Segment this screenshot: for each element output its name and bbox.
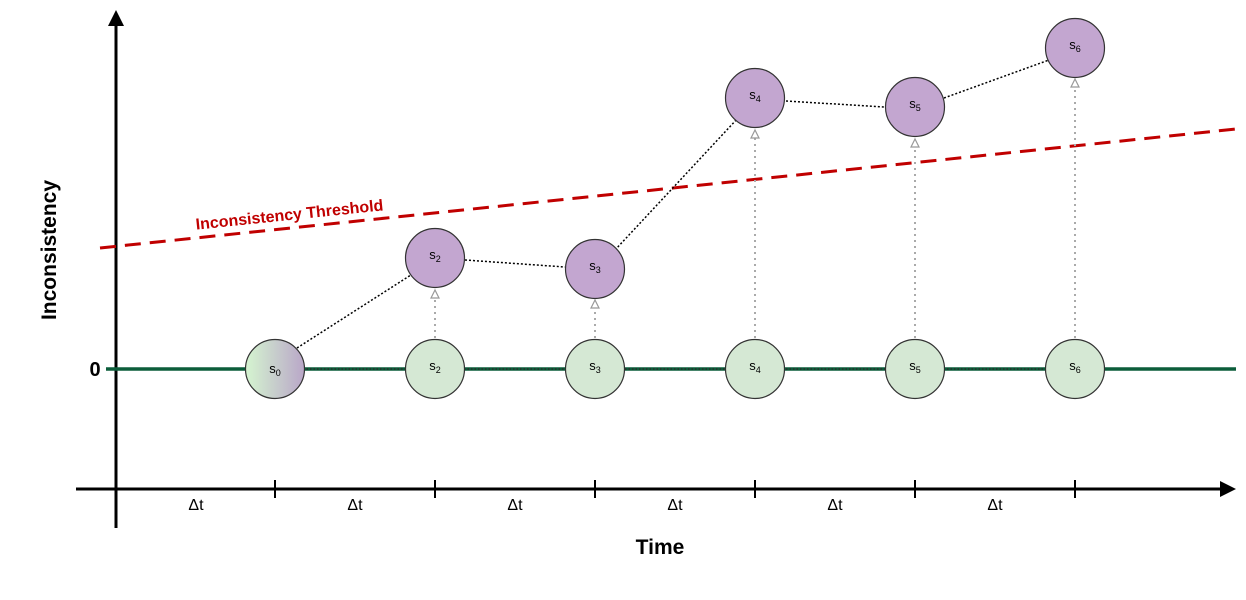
node-subscript: 0 (276, 368, 281, 378)
lift-arrowheads (430, 77, 1080, 309)
node-label: s (909, 96, 916, 111)
node-label: s (749, 358, 756, 373)
node-label: s (589, 258, 596, 273)
interval-label: Δt (987, 497, 1003, 514)
node-label: s (429, 358, 436, 373)
connector-s3-s4 (614, 117, 739, 251)
upper-nodes: s2 s3 s4 s5 s6 (404, 17, 1106, 300)
upper-node-s3: s3 (564, 238, 626, 300)
x-axis-title: Time (636, 536, 685, 559)
svg-text:s2: s2 (429, 247, 441, 264)
node-label: s (909, 358, 916, 373)
node-subscript: 3 (596, 265, 601, 275)
interval-labels: Δt Δt Δt Δt Δt Δt (188, 497, 1003, 514)
svg-text:s4: s4 (749, 87, 761, 104)
node-subscript: 5 (916, 365, 921, 375)
interval-label: Δt (827, 497, 843, 514)
svg-text:s5: s5 (909, 358, 921, 375)
svg-text:s6: s6 (1069, 358, 1081, 375)
svg-text:s0: s0 (269, 361, 281, 378)
interval-label: Δt (188, 497, 204, 514)
arrowhead (750, 128, 760, 139)
node-subscript: 6 (1076, 44, 1081, 54)
y-axis-title: Inconsistency (38, 180, 61, 320)
node-subscript: 2 (436, 254, 441, 264)
arrowhead (1070, 77, 1080, 88)
node-label: s (1069, 37, 1076, 52)
upper-node-s5: s5 (884, 76, 946, 138)
arrowhead (590, 298, 600, 309)
baseline-nodes: s0 s2 s3 s4 s5 s6 (244, 338, 1106, 400)
node-subscript: 6 (1076, 365, 1081, 375)
baseline-node-s2: s2 (404, 338, 466, 400)
upper-node-s2: s2 (404, 227, 466, 289)
node-subscript: 2 (436, 365, 441, 375)
connector-s4-s5 (785, 100, 885, 108)
node-subscript: 5 (916, 103, 921, 113)
baseline-node-s5: s5 (884, 338, 946, 400)
node-subscript: 4 (756, 94, 761, 104)
svg-text:s3: s3 (589, 358, 601, 375)
lift-arrows (434, 85, 1076, 338)
node-label: s (749, 87, 756, 102)
baseline-node-s3: s3 (564, 338, 626, 400)
connector-s2-s3 (464, 259, 566, 268)
node-subscript: 4 (756, 365, 761, 375)
node-label: s (269, 361, 276, 376)
svg-text:s5: s5 (909, 96, 921, 113)
svg-text:s3: s3 (589, 258, 601, 275)
svg-text:s4: s4 (749, 358, 761, 375)
arrowhead (910, 137, 920, 148)
zero-label: 0 (89, 359, 100, 381)
connector-s0-s2 (296, 272, 415, 349)
arrowhead (430, 288, 440, 299)
x-axis-ticks (274, 480, 1076, 498)
node-label: s (1069, 358, 1076, 373)
threshold-line (99, 127, 1237, 250)
node-subscript: 3 (596, 365, 601, 375)
trajectory-connectors (296, 59, 1050, 349)
connector-s5-s6 (943, 59, 1050, 99)
interval-label: Δt (507, 497, 523, 514)
upper-node-s4: s4 (724, 67, 786, 129)
baseline-node-s0: s0 (244, 338, 306, 400)
baseline-node-s6: s6 (1044, 338, 1106, 400)
y-axis-arrow (108, 10, 124, 26)
baseline-node-s4: s4 (724, 338, 786, 400)
upper-node-s6: s6 (1044, 17, 1106, 79)
interval-label: Δt (667, 497, 683, 514)
node-label: s (589, 358, 596, 373)
x-axis-arrow (1220, 481, 1236, 497)
svg-text:s2: s2 (429, 358, 441, 375)
node-label: s (429, 247, 436, 262)
svg-text:s6: s6 (1069, 37, 1081, 54)
interval-label: Δt (347, 497, 363, 514)
